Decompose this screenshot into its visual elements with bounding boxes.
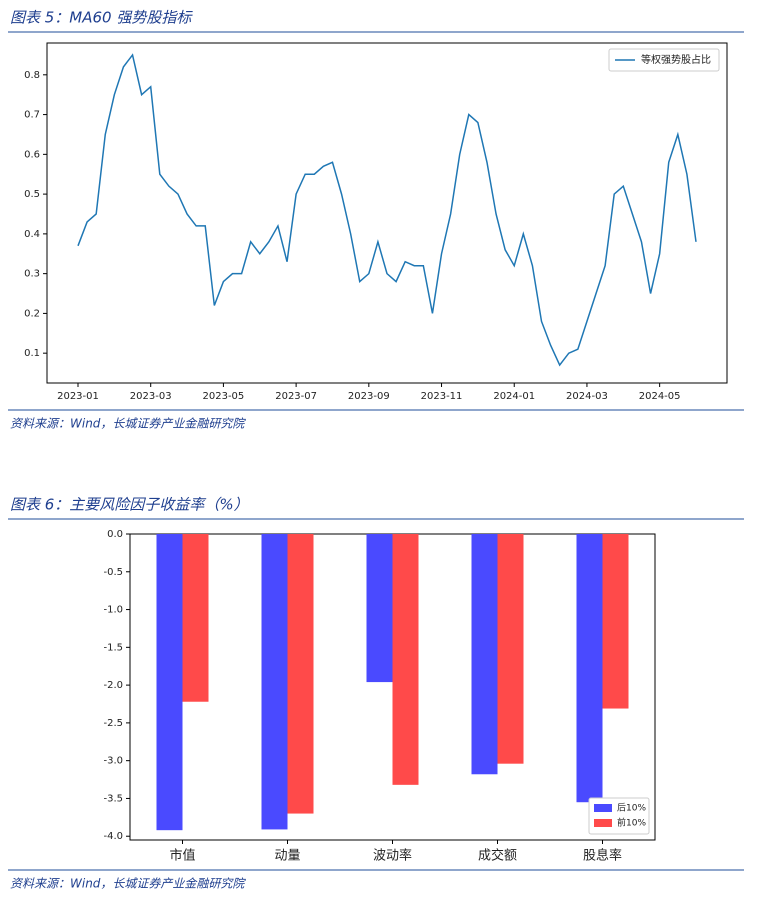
bar <box>366 534 393 683</box>
x-tick-label: 市值 <box>169 848 195 864</box>
y-tick-label: -1.0 <box>103 605 123 616</box>
source: 资料来源：Wind，长城证券产业金融研究院 <box>10 417 246 431</box>
y-tick-label: -2.5 <box>103 718 123 729</box>
x-tick-label: 2023-07 <box>275 391 317 402</box>
y-tick-label: -3.5 <box>103 793 123 804</box>
bar <box>471 534 498 775</box>
bar <box>497 534 524 764</box>
y-tick-label: -4.0 <box>103 831 123 842</box>
bar <box>182 534 209 702</box>
x-tick-label: 2024-05 <box>639 391 681 402</box>
legend-swatch <box>594 819 612 827</box>
x-tick-label: 2023-05 <box>203 391 245 402</box>
legend-label: 前10% <box>617 817 646 829</box>
caption: 图表 6：主要风险因子收益率（%） <box>10 496 249 514</box>
legend-label: 等权强势股占比 <box>641 53 711 66</box>
y-tick-label: -3.0 <box>103 756 123 767</box>
legend-label: 后10% <box>617 803 646 814</box>
y-tick-label: 0.7 <box>24 110 40 121</box>
y-tick-label: 0.1 <box>24 348 40 359</box>
legend-swatch <box>594 804 612 812</box>
bar <box>287 534 314 814</box>
x-tick-label: 动量 <box>274 849 300 864</box>
x-tick-label: 2024-01 <box>493 391 535 402</box>
x-tick-label: 波动率 <box>373 848 412 864</box>
caption: 图表 5：MA60 强势股指标 <box>10 9 193 27</box>
y-tick-label: -0.5 <box>103 567 123 578</box>
source: 资料来源：Wind，长城证券产业金融研究院 <box>10 877 246 891</box>
bar <box>576 534 603 803</box>
bar <box>392 534 419 785</box>
bar <box>602 534 629 709</box>
y-tick-label: -1.5 <box>103 642 123 653</box>
y-tick-label: 0.3 <box>24 269 40 280</box>
bar <box>156 534 183 831</box>
x-tick-label: 2023-11 <box>421 391 463 402</box>
bar <box>261 534 288 830</box>
plot-frame <box>46 42 728 384</box>
y-tick-label: 0.5 <box>24 189 40 200</box>
legend-box <box>608 48 720 72</box>
x-tick-label: 2024-03 <box>566 391 608 402</box>
y-tick-label: 0.4 <box>24 229 40 240</box>
y-tick-label: 0.2 <box>24 308 40 319</box>
y-tick-label: 0.0 <box>107 529 123 540</box>
x-tick-label: 2023-09 <box>348 391 390 402</box>
y-tick-label: 0.8 <box>24 70 40 81</box>
y-tick-label: 0.6 <box>24 149 40 160</box>
data-line <box>77 53 697 367</box>
x-tick-label: 股息率 <box>583 848 622 864</box>
y-tick-label: -2.0 <box>103 680 123 691</box>
x-tick-label: 2023-01 <box>57 391 99 402</box>
x-tick-label: 2023-03 <box>130 391 172 402</box>
x-tick-label: 成交额 <box>478 848 517 864</box>
